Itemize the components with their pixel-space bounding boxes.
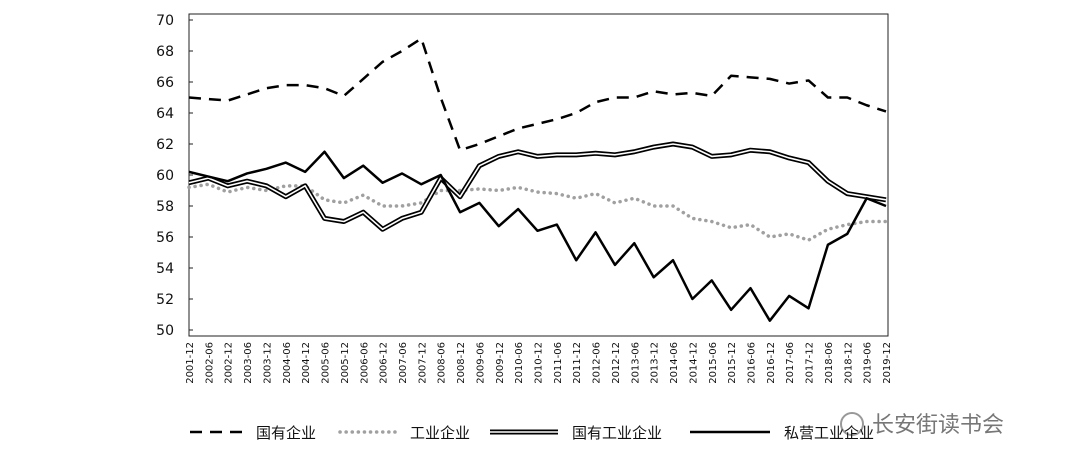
x-tick-label: 2010-06 xyxy=(514,342,525,384)
x-tick-label: 2005-06 xyxy=(321,342,332,384)
y-tick-label: 60 xyxy=(156,168,174,184)
x-tick-label: 2007-06 xyxy=(398,342,409,384)
x-tick-label: 2011-12 xyxy=(572,342,583,384)
x-tick-label: 2014-06 xyxy=(669,342,680,384)
legend-item: 国有工业企业 xyxy=(490,424,662,442)
x-tick-label: 2017-12 xyxy=(805,342,816,384)
watermark: 长安街读书会 xyxy=(840,412,1004,438)
x-tick-label: 2002-06 xyxy=(204,342,215,384)
x-tick-label: 2004-12 xyxy=(301,342,312,384)
x-tick-label: 2016-06 xyxy=(746,342,757,384)
y-tick-label: 50 xyxy=(156,323,174,339)
x-tick-label: 2001-12 xyxy=(185,342,196,384)
watermark-icon xyxy=(840,412,864,436)
y-tick-label: 70 xyxy=(156,13,174,29)
x-tick-label: 2018-06 xyxy=(824,342,835,384)
y-tick-label: 56 xyxy=(156,230,174,246)
legend-item: 工业企业 xyxy=(338,424,470,442)
y-tick-label: 52 xyxy=(156,292,174,308)
x-tick-label: 2005-12 xyxy=(340,342,351,384)
x-tick-label: 2016-12 xyxy=(766,342,777,384)
x-tick-label: 2008-06 xyxy=(437,342,448,384)
x-tick-label: 2008-12 xyxy=(456,342,467,384)
legend-item: 私营工业企业 xyxy=(690,424,874,442)
x-tick-label: 2012-12 xyxy=(611,342,622,384)
x-tick-label: 2015-06 xyxy=(708,342,719,384)
series-line xyxy=(188,143,887,231)
x-tick-label: 2014-12 xyxy=(688,342,699,384)
x-tick-label: 2013-12 xyxy=(650,342,661,384)
x-tick-label: 2019-06 xyxy=(863,342,874,384)
x-tick-label: 2002-12 xyxy=(224,342,235,384)
y-tick-label: 62 xyxy=(156,137,174,153)
legend-label: 工业企业 xyxy=(410,424,470,442)
series-line xyxy=(188,150,887,322)
plot-frame xyxy=(188,13,889,337)
watermark-text: 长安街读书会 xyxy=(872,413,1004,438)
legend-label: 国有工业企业 xyxy=(572,424,662,442)
series-line xyxy=(188,37,887,152)
x-tick-label: 2015-12 xyxy=(727,342,738,384)
y-tick-label: 66 xyxy=(156,75,174,91)
x-tick-label: 2003-06 xyxy=(243,342,254,384)
x-tick-label: 2009-06 xyxy=(475,342,486,384)
x-tick-label: 2018-12 xyxy=(843,342,854,384)
x-tick-label: 2006-06 xyxy=(359,342,370,384)
series-line xyxy=(187,182,888,242)
x-tick-label: 2017-06 xyxy=(785,342,796,384)
x-tick-label: 2010-12 xyxy=(534,342,545,384)
x-tick-label: 2003-12 xyxy=(262,342,273,384)
x-tick-label: 2009-12 xyxy=(495,342,506,384)
y-tick-label: 54 xyxy=(156,261,174,277)
legend-label: 国有企业 xyxy=(256,424,316,442)
legend-item: 国有企业 xyxy=(190,424,316,442)
x-tick-label: 2011-06 xyxy=(553,342,564,384)
x-tick-label: 2019-12 xyxy=(882,342,893,384)
x-tick-label: 2013-06 xyxy=(630,342,641,384)
x-tick-label: 2012-06 xyxy=(592,342,603,384)
x-tick-label: 2004-06 xyxy=(282,342,293,384)
x-tick-label: 2006-12 xyxy=(379,342,390,384)
x-tick-label: 2007-12 xyxy=(417,342,428,384)
legend-label: 私营工业企业 xyxy=(784,424,874,442)
y-tick-label: 58 xyxy=(156,199,174,215)
y-tick-label: 68 xyxy=(156,44,174,60)
y-tick-label: 64 xyxy=(156,106,174,122)
